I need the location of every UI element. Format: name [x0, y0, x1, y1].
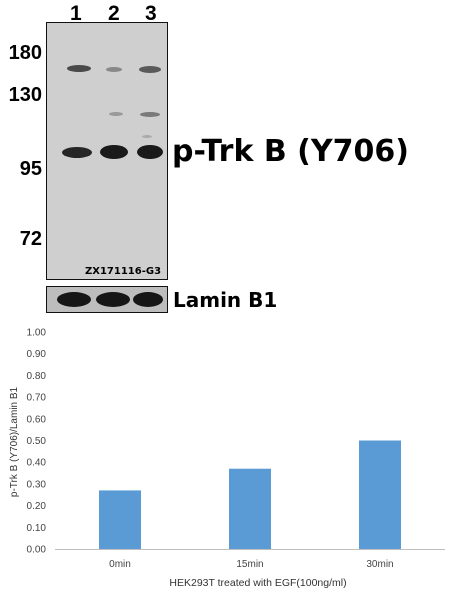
mw-marker-95: 95 [19, 158, 42, 180]
y-tick-label: 0.30 [27, 479, 47, 490]
y-tick-label: 0.50 [27, 436, 47, 447]
y-tick-label: 0.70 [27, 393, 47, 404]
bar-chart: 0.00 0.10 0.20 0.30 0.40 0.50 0.60 0.70 0.80 0.90… [9, 328, 445, 589]
bar-15min [229, 468, 271, 549]
band-lane2-120 [109, 112, 123, 116]
y-tick-label: 0.10 [27, 523, 47, 534]
y-axis: 0.00 0.10 0.20 0.30 0.40 0.50 0.60 0.70 0.80 0.90… [27, 328, 47, 556]
band-lane3-main [137, 145, 163, 159]
band-lane1-180 [67, 65, 91, 72]
bar-30min [359, 440, 401, 549]
blot-membrane: ZX171116-G3 [46, 22, 168, 280]
y-axis-label: p-Trk B (Y706)/Lamin B1 [9, 386, 20, 497]
band-lane2-main [100, 145, 128, 159]
y-tick-label: 1.00 [27, 328, 47, 339]
bar-series [99, 440, 401, 549]
band-lane3-120 [140, 112, 160, 117]
loading-control-strip [46, 286, 168, 313]
x-tick-label: 0min [109, 559, 131, 570]
x-axis: 0min 15min 30min [55, 549, 445, 570]
mw-marker-130: 130 [8, 84, 42, 106]
band-lane3-180 [139, 66, 161, 73]
band-lane2-180 [106, 67, 122, 72]
y-tick-label: 0.90 [27, 349, 47, 360]
lane-label-3: 3 [145, 2, 157, 25]
y-tick-label: 0.80 [27, 371, 47, 382]
lane-label-1: 1 [70, 2, 82, 25]
y-tick-label: 0.00 [27, 545, 47, 556]
y-tick-label: 0.40 [27, 458, 47, 469]
mw-marker-72: 72 [19, 228, 42, 250]
band-lane1-main [62, 147, 92, 158]
lamin-band-lane3 [133, 292, 163, 307]
blot-id: ZX171116-G3 [85, 266, 162, 277]
lamin-band-lane1 [57, 292, 91, 307]
x-tick-label: 15min [236, 559, 263, 570]
x-axis-label: HEK293T treated with EGF(100ng/ml) [169, 577, 346, 589]
bar-0min [99, 490, 141, 549]
y-tick-label: 0.60 [27, 414, 47, 425]
y-tick-label: 0.20 [27, 501, 47, 512]
target-protein-label: p-Trk B (Y706) [172, 134, 409, 169]
lane-label-2: 2 [108, 2, 120, 25]
mw-marker-180: 180 [8, 42, 42, 64]
x-tick-label: 30min [366, 559, 393, 570]
lamin-band-lane2 [96, 292, 130, 307]
loading-control-label: Lamin B1 [173, 288, 278, 312]
band-lane3-faint [142, 135, 152, 138]
